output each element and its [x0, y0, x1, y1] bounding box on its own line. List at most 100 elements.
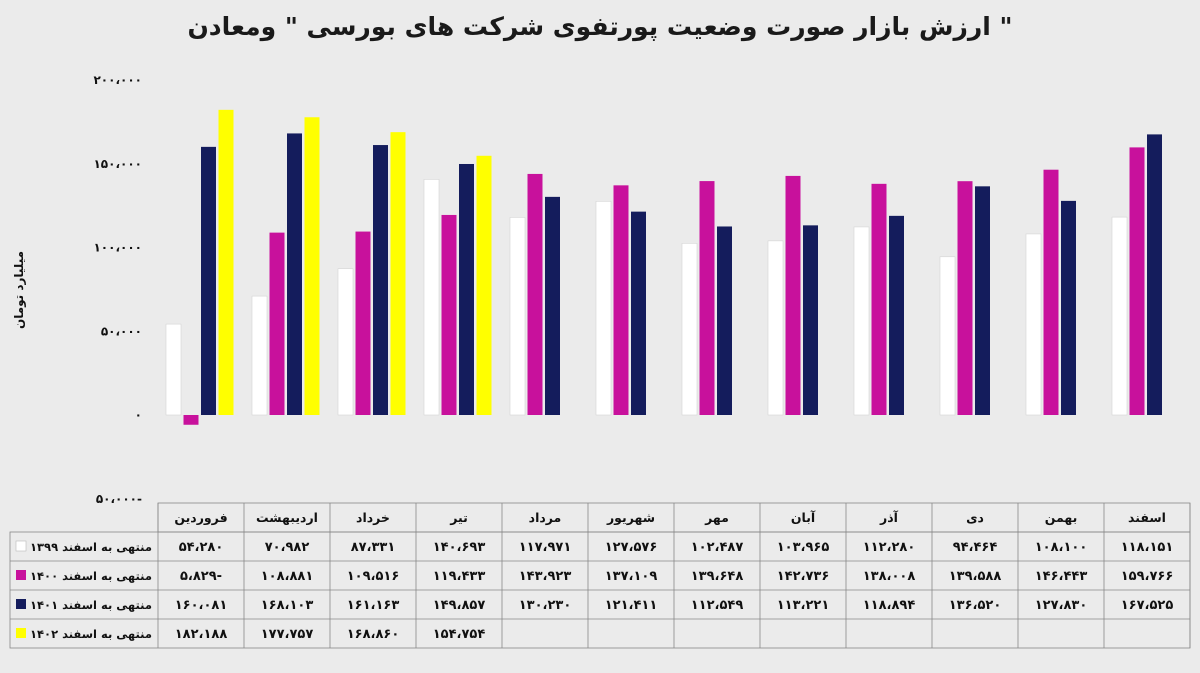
y-tick-label: ۰ — [135, 408, 142, 422]
bar — [373, 145, 388, 415]
data-label: ۱۰۹،۵۱۶ — [347, 569, 400, 584]
x-tick-label: خرداد — [356, 510, 390, 525]
data-label: ۱۳۰،۲۳۰ — [519, 598, 572, 613]
data-label: ۱۴۳،۹۲۳ — [519, 569, 572, 584]
bar — [1129, 147, 1145, 415]
data-label: ۱۸۲،۱۸۸ — [175, 627, 228, 642]
legend-entry: منتهی به اسفند ۱۳۹۹ — [30, 540, 152, 554]
y-tick-label: ۲۰۰،۰۰۰ — [93, 73, 142, 87]
data-label: ۱۳۹،۵۸۸ — [949, 569, 1002, 584]
bar — [337, 268, 354, 416]
bar — [853, 226, 870, 416]
bar — [218, 109, 234, 416]
bar — [509, 217, 526, 416]
data-label: ۱۲۱،۴۱۱ — [605, 598, 658, 613]
legend-entry: منتهی به اسفند ۱۴۰۰ — [30, 569, 152, 583]
data-label: ۱۱۳،۲۲۱ — [777, 598, 830, 613]
data-label: ۱۱۲،۵۴۹ — [691, 598, 744, 613]
x-tick-label: فروردین — [174, 510, 227, 525]
legend-swatch — [16, 628, 26, 638]
data-label: ۱۱۹،۴۳۳ — [433, 569, 486, 584]
data-label: ۱۳۶،۵۲۰ — [949, 598, 1002, 613]
data-label: ۱۶۱،۱۶۳ — [347, 598, 400, 613]
x-tick-label: دی — [966, 510, 984, 525]
data-label: ۸۷،۳۳۱ — [351, 540, 396, 555]
bar — [459, 163, 474, 415]
data-label: ۱۰۳،۹۶۵ — [777, 540, 830, 555]
data-label: ۹۴،۴۶۴ — [953, 540, 998, 555]
data-label: ۱۶۸،۸۶۰ — [347, 627, 400, 642]
data-label: ۷۰،۹۸۲ — [265, 540, 310, 555]
data-label: ۱۱۷،۹۷۱ — [519, 540, 572, 555]
bar — [476, 155, 492, 415]
y-tick-label: ۵۰،۰۰۰ — [101, 324, 142, 338]
bar — [957, 181, 973, 415]
legend-swatch — [16, 570, 26, 580]
x-tick-label: اردیبهشت — [256, 510, 318, 525]
bar — [251, 295, 268, 416]
data-label: ۱۰۸،۱۰۰ — [1035, 540, 1088, 555]
x-tick-label: مرداد — [529, 510, 562, 525]
bar — [1147, 134, 1162, 415]
data-label: ۱۶۰،۰۸۱ — [175, 598, 228, 613]
chart-title: ارزش بازار صورت وضعیت پورتفوی شرکت های ب… — [187, 12, 1013, 41]
y-tick-label: ۱۵۰،۰۰۰ — [93, 157, 142, 171]
bar — [803, 225, 818, 415]
bar — [165, 323, 182, 416]
data-label: ۱۷۷،۷۵۷ — [261, 627, 314, 642]
data-label: ۱۲۷،۵۷۶ — [605, 540, 658, 555]
bar — [767, 240, 784, 416]
legend-entry: منتهی به اسفند ۱۴۰۲ — [30, 627, 152, 641]
x-tick-label: تیر — [449, 510, 468, 525]
bar — [871, 183, 887, 415]
bar — [545, 196, 560, 415]
y-tick-label: ۵۰،۰۰۰- — [96, 492, 142, 506]
bar — [939, 256, 956, 416]
bar — [201, 146, 216, 415]
data-label: ۱۶۷،۵۲۵ — [1121, 598, 1174, 613]
bar — [1111, 216, 1128, 416]
data-label: ۱۴۲،۷۳۶ — [777, 569, 830, 584]
bar — [785, 175, 801, 415]
x-tick-label: آبان — [791, 510, 816, 525]
legend-swatch — [15, 540, 27, 552]
data-label: ۱۳۹،۶۴۸ — [691, 569, 744, 584]
bar — [889, 215, 904, 415]
data-label: ۱۱۲،۲۸۰ — [863, 540, 916, 555]
data-label: ۱۲۷،۸۳۰ — [1035, 598, 1088, 613]
bar — [183, 415, 199, 425]
bar — [595, 201, 612, 416]
bar — [613, 185, 629, 415]
data-label: ۱۱۸،۱۵۱ — [1121, 540, 1174, 555]
legend-swatch — [16, 599, 26, 609]
bar — [269, 232, 285, 415]
data-label: ۱۰۲،۴۸۷ — [691, 540, 744, 555]
bar — [527, 173, 543, 415]
bar — [355, 231, 371, 415]
bar — [717, 226, 732, 415]
bar — [1061, 200, 1076, 415]
y-tick-label: ۱۰۰،۰۰۰ — [93, 241, 142, 255]
data-label: ۱۵۴،۷۵۴ — [433, 627, 486, 642]
bar — [975, 186, 990, 415]
data-label: ۱۴۶،۴۴۳ — [1035, 569, 1088, 584]
data-label: ۵،۸۲۹- — [180, 569, 222, 584]
x-tick-label: بهمن — [1045, 510, 1078, 525]
bar — [287, 133, 302, 415]
x-tick-label: مهر — [704, 510, 729, 525]
bar — [441, 214, 457, 415]
bar — [390, 132, 406, 416]
data-label: ۵۴،۲۸۰ — [179, 540, 224, 555]
bar — [699, 181, 715, 415]
x-tick-label: آذر — [879, 510, 899, 525]
data-label: ۱۴۹،۸۵۷ — [433, 598, 486, 613]
data-label: ۱۳۸،۰۰۸ — [863, 569, 916, 584]
bar — [304, 117, 320, 416]
x-tick-label: شهریور — [606, 510, 655, 525]
data-label: ۱۴۰،۶۹۳ — [433, 540, 486, 555]
legend-entry: منتهی به اسفند ۱۴۰۱ — [30, 598, 152, 612]
data-label: ۱۶۸،۱۰۳ — [261, 598, 314, 613]
data-label: ۱۱۸،۸۹۴ — [863, 598, 916, 613]
data-label: ۱۰۸،۸۸۱ — [261, 569, 314, 584]
